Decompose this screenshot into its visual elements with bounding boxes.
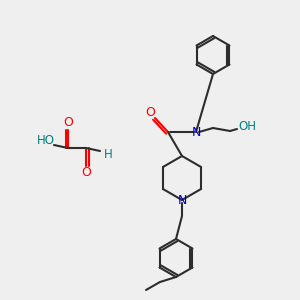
Text: OH: OH — [238, 121, 256, 134]
Text: O: O — [63, 116, 73, 130]
Text: O: O — [145, 106, 155, 118]
Text: O: O — [81, 167, 91, 179]
Text: N: N — [177, 194, 187, 206]
Text: HO: HO — [37, 134, 55, 148]
Text: H: H — [103, 148, 112, 161]
Text: N: N — [191, 125, 201, 139]
